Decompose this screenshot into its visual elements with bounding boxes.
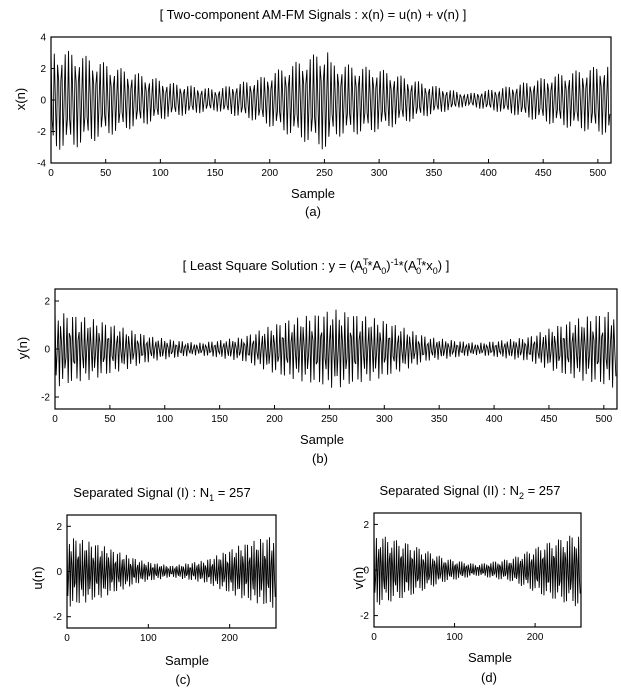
ylabel-b: y(n)	[15, 337, 30, 359]
xlabel-d: Sample	[468, 650, 512, 665]
signal-line-b	[54, 309, 617, 388]
axes-frame-b	[54, 288, 618, 410]
panel-c: Separated Signal (I) : N1 = 257 0 100 200 2…	[30, 485, 277, 687]
y-tick-label: -2	[360, 611, 369, 622]
y-tick-label: 2	[44, 297, 50, 308]
x-tick-label: 0	[48, 168, 54, 179]
x-tick-label: 500	[590, 168, 607, 179]
caption-a: (a)	[305, 204, 321, 219]
caption-b: (b)	[312, 451, 328, 466]
x-tick-label: 400	[480, 168, 497, 179]
x-tick-label: 0	[371, 632, 377, 643]
title-b: [ Least Square Solution : y = (AT 0*A0)-1…	[183, 257, 450, 276]
x-tick-label: 450	[535, 168, 552, 179]
y-tick-label: 2	[363, 520, 369, 531]
x-tick-label: 0	[52, 414, 58, 425]
x-tick-label: 100	[446, 632, 463, 643]
x-tick-label: 350	[431, 414, 448, 425]
panel-a: [ Two-component AM-FM Signals : x(n) = u…	[13, 7, 612, 219]
signal-line-a	[50, 49, 611, 150]
xlabel-b: Sample	[300, 432, 344, 447]
x-tick-label: 0	[64, 633, 70, 644]
x-tick-label: 250	[316, 168, 333, 179]
y-tick-label: 0	[40, 96, 46, 107]
x-tick-label: 400	[486, 414, 503, 425]
x-tick-label: 500	[595, 414, 612, 425]
panel-d: Separated Signal (II) : N2 = 257 0 100 200…	[351, 483, 582, 685]
x-tick-label: 100	[156, 414, 173, 425]
title-d: Separated Signal (II) : N2 = 257	[380, 483, 561, 501]
y-tick-label: -2	[41, 393, 50, 404]
x-tick-label: 300	[376, 414, 393, 425]
xlabel-c: Sample	[165, 653, 209, 668]
y-tick-label: -2	[37, 127, 46, 138]
caption-d: (d)	[481, 670, 497, 685]
x-tick-label: 250	[321, 414, 338, 425]
x-tick-label: 150	[211, 414, 228, 425]
x-tick-label: 100	[140, 633, 157, 644]
panel-b: [ Least Square Solution : y = (AT 0*A0)-1…	[15, 257, 618, 466]
x-tick-label: 350	[425, 168, 442, 179]
y-tick-label: -2	[53, 612, 62, 623]
signal-line-c	[66, 535, 276, 608]
title-c: Separated Signal (I) : N1 = 257	[73, 485, 250, 503]
x-tick-label: 200	[221, 633, 238, 644]
x-tick-label: 450	[541, 414, 558, 425]
y-tick-label: 2	[56, 522, 62, 533]
ylabel-d: v(n)	[351, 567, 366, 589]
y-tick-label: 0	[44, 345, 50, 356]
y-tick-label: 0	[56, 567, 62, 578]
x-tick-label: 50	[104, 414, 116, 425]
plot-area-a: 0 50 100 150 200 250 300 350 400 450 500 4 2 0 -2 -4	[37, 33, 612, 179]
x-tick-label: 50	[100, 168, 112, 179]
xlabel-a: Sample	[291, 186, 335, 201]
ylabel-c: u(n)	[30, 566, 45, 589]
x-tick-label: 100	[152, 168, 169, 179]
caption-c: (c)	[175, 672, 190, 687]
y-tick-label: 2	[40, 64, 46, 75]
signal-line-d	[373, 533, 581, 607]
x-tick-label: 200	[266, 414, 283, 425]
ylabel-a: x(n)	[13, 88, 28, 110]
y-tick-label: 4	[40, 33, 46, 44]
x-tick-label: 300	[371, 168, 388, 179]
y-tick-label: 0	[363, 566, 369, 577]
x-tick-label: 200	[527, 632, 544, 643]
x-tick-label: 150	[207, 168, 224, 179]
x-tick-label: 200	[261, 168, 278, 179]
title-a: [ Two-component AM-FM Signals : x(n) = u…	[160, 7, 467, 22]
axes-frame-a	[50, 36, 612, 164]
y-tick-label: -4	[37, 159, 46, 170]
